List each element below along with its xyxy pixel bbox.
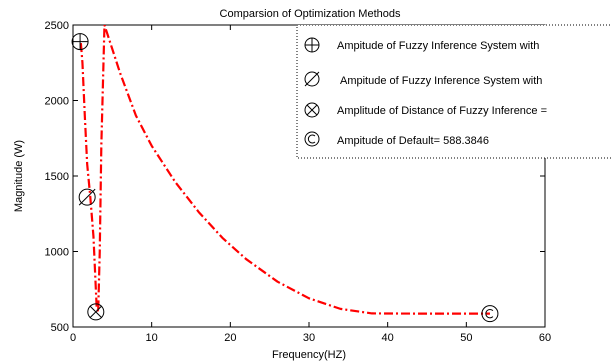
legend-label: Ampitude of Fuzzy Inference System with — [340, 75, 542, 87]
y-tick-label: 1500 — [45, 171, 69, 183]
y-tick-label: 2000 — [45, 96, 69, 108]
y-tick-label: 1000 — [45, 247, 69, 259]
x-tick-label: 0 — [70, 332, 76, 344]
circle-x-marker — [87, 303, 105, 321]
circle-x-icon — [304, 102, 320, 118]
legend-label: Ampitude of Fuzzy Inference System with — [337, 40, 539, 52]
chart-title: Comparsion of Optimization Methods — [220, 8, 401, 20]
y-tick-label: 2500 — [45, 20, 69, 32]
legend-box — [296, 24, 611, 159]
series-line — [79, 25, 490, 315]
circle-plus-icon — [304, 37, 320, 53]
circle-slash-icon — [304, 71, 320, 87]
legend-label: Amplitude of Distance of Fuzzy Inference… — [337, 105, 547, 117]
circle-c-icon — [304, 131, 320, 147]
circle-c-marker — [481, 305, 499, 323]
legend: Ampitude of Fuzzy Inference System with … — [296, 24, 611, 159]
y-tick-label: 500 — [51, 322, 69, 334]
x-tick-label: 30 — [303, 332, 315, 344]
circle-slash-marker — [78, 188, 96, 206]
series-layer — [79, 25, 490, 315]
legend-item: Amplitude of Distance of Fuzzy Inference… — [304, 102, 547, 118]
x-tick-label: 60 — [539, 332, 551, 344]
y-axis: 500 1000 1500 2000 2500 — [45, 20, 545, 334]
x-tick-label: 40 — [382, 332, 394, 344]
x-axis-label: Frequency(HZ) — [272, 349, 346, 361]
y-axis-label: Magnitude (W) — [13, 140, 25, 212]
x-tick-label: 50 — [460, 332, 472, 344]
x-tick-label: 10 — [146, 332, 158, 344]
legend-item: Ampitude of Default= 588.3846 — [304, 131, 489, 147]
legend-label: Ampitude of Default= 588.3846 — [337, 135, 489, 147]
circle-plus-marker — [71, 33, 89, 51]
legend-item: Ampitude of Fuzzy Inference System with — [304, 37, 539, 53]
marker-layer — [71, 33, 499, 323]
x-tick-label: 20 — [224, 332, 236, 344]
legend-item: Ampitude of Fuzzy Inference System with — [304, 71, 542, 87]
